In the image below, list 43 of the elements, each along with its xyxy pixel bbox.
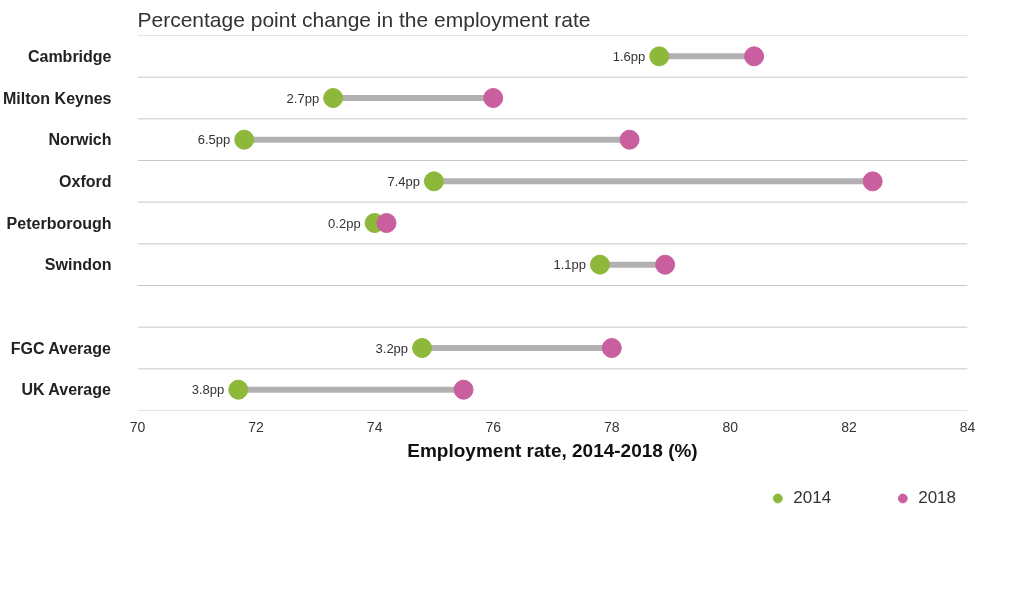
point <box>483 88 504 108</box>
legend-label: 2018 <box>918 488 956 508</box>
annotation: 1.6pp <box>612 48 646 64</box>
x-tick-label: 82 <box>841 418 857 435</box>
y-tick-label: Oxford <box>59 172 112 190</box>
annotation: 7.4pp <box>387 173 420 189</box>
x-tick-label: 74 <box>366 418 383 435</box>
point <box>376 213 397 233</box>
y-tick-label: UK Average <box>21 381 112 399</box>
point <box>655 254 676 275</box>
x-tick-label: 70 <box>129 418 146 435</box>
x-tick-label: 80 <box>722 418 739 435</box>
y-tick-label: Peterborough <box>6 214 112 232</box>
point <box>412 338 433 358</box>
annotation: 6.5pp <box>197 132 231 148</box>
point <box>601 338 622 358</box>
point <box>423 171 444 192</box>
annotation: 3.2pp <box>375 340 409 356</box>
point <box>589 254 610 275</box>
annotation: 1.1pp <box>553 257 586 273</box>
annotation: 2.7pp <box>286 90 320 106</box>
point <box>862 171 883 192</box>
x-tick-label: 72 <box>248 418 265 435</box>
annotation: 3.8pp <box>191 382 225 398</box>
legend-label: 2014 <box>793 488 832 508</box>
chart-title: Percentage point change in the employment rate <box>137 7 591 31</box>
x-tick-label: 78 <box>604 418 620 435</box>
point <box>228 379 249 400</box>
point <box>323 88 344 108</box>
y-tick-label: FGC Average <box>10 339 112 357</box>
annotation: 0.2pp <box>328 215 361 231</box>
x-tick-label: 76 <box>485 418 502 435</box>
point <box>453 379 474 400</box>
y-tick-label: Norwich <box>48 131 112 149</box>
y-tick-label: Milton Keynes <box>3 89 112 107</box>
point <box>234 129 255 150</box>
point <box>619 129 640 150</box>
y-tick-label: Cambridge <box>27 47 112 65</box>
x-tick-label: 84 <box>959 418 976 435</box>
x-axis-title: Employment rate, 2014-2018 (%) <box>407 439 698 461</box>
point <box>744 46 765 67</box>
y-tick-label: Swindon <box>44 256 112 274</box>
point <box>649 46 670 67</box>
